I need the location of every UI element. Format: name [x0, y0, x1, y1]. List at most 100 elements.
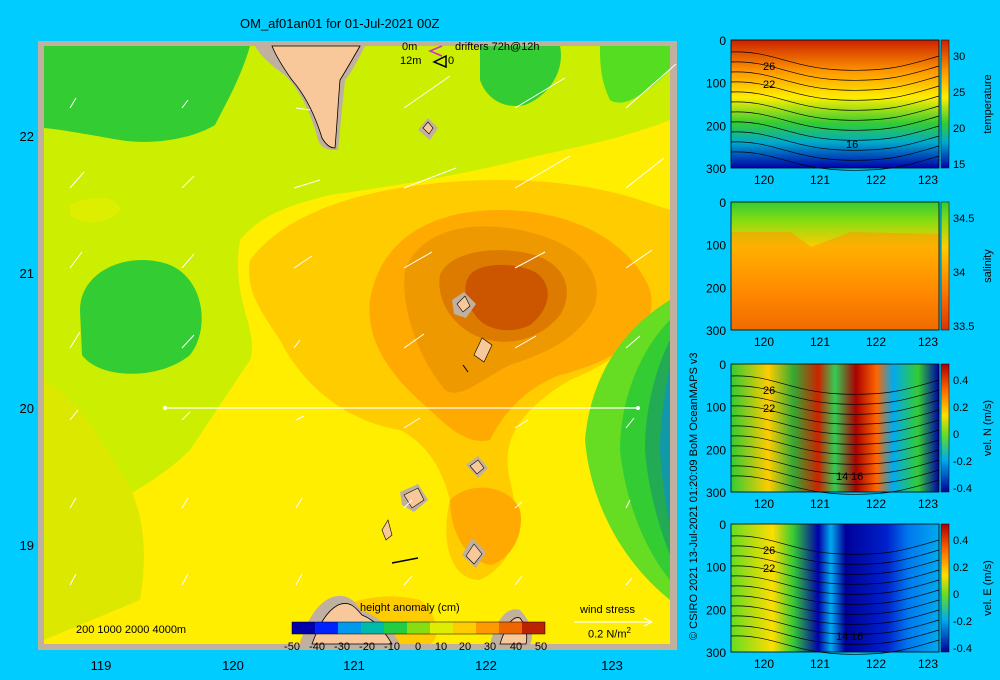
- svg-text:-20: -20: [359, 641, 375, 653]
- depth-tick: 100: [706, 77, 726, 91]
- colorbar-tick: 33.5: [953, 321, 974, 333]
- depth-tick: 200: [706, 603, 726, 617]
- lon-tick: 122: [866, 173, 886, 187]
- height-anomaly-colorbar: [291, 621, 546, 635]
- colorbar-title: height anomaly (cm): [360, 602, 460, 614]
- contour-label: 22: [763, 563, 775, 575]
- contour-label: 26: [763, 545, 775, 557]
- contour-label: 14: [836, 471, 848, 483]
- map-title: OM_af01an01 for 01-Jul-2021 00Z: [240, 16, 440, 31]
- wind-scale-label: 0.2 N/m2: [588, 626, 631, 641]
- latitude-ticks: 22 21 20 19: [20, 129, 34, 553]
- section-panels: 26 22 16 30 25 20 15 temperature 0 100 200 300 120 12…: [706, 34, 994, 671]
- drifter-legend-marker: 0: [448, 55, 455, 67]
- lon-tick: 121: [810, 335, 830, 349]
- svg-text:20: 20: [459, 641, 471, 653]
- lon-tick-123: 123: [601, 658, 623, 673]
- lat-tick-22: 22: [20, 129, 34, 144]
- credit-text: © CSIRO 2021 13-Jul-2021 01:20:09 BoM Oc…: [688, 352, 700, 640]
- svg-text:40: 40: [510, 641, 522, 653]
- lon-tick-120: 120: [222, 658, 244, 673]
- depth-tick: 200: [706, 119, 726, 133]
- lon-tick: 122: [866, 657, 886, 671]
- lon-tick: 123: [918, 657, 938, 671]
- lon-tick-122: 122: [475, 658, 497, 673]
- panel-colorbar: [940, 363, 950, 493]
- lon-tick: 120: [754, 173, 774, 187]
- drifter-subsurface-icon: [432, 54, 447, 69]
- depth-tick: 0: [719, 196, 726, 210]
- svg-text:50: 50: [535, 641, 547, 653]
- lat-tick-20: 20: [20, 401, 34, 416]
- colorbar-tick: 0: [953, 429, 959, 441]
- depth-tick: 0: [719, 358, 726, 372]
- contour-label: 22: [763, 403, 775, 415]
- colorbar-tick: 0.4: [953, 375, 968, 387]
- section-panel-temperature: 26 22 16 30 25 20 15 temperature 0 100 200 300 120 12…: [706, 34, 994, 187]
- colorbar-tick: 30: [953, 51, 965, 63]
- contour-label: 14: [836, 631, 848, 643]
- colorbar-tick: 34: [953, 267, 965, 279]
- lon-tick: 123: [918, 497, 938, 511]
- depth-tick: 0: [719, 34, 726, 48]
- lon-tick: 120: [754, 497, 774, 511]
- contour-label: 16: [846, 139, 858, 151]
- svg-text:-30: -30: [334, 641, 350, 653]
- section-panel-vel-e: 26 22 14 16 0.4 0.2 0 -0.2 -0.4 vel. E (m/s) 0 100 2…: [706, 518, 994, 671]
- contour-label: 26: [763, 385, 775, 397]
- depth-tick: 300: [706, 646, 726, 660]
- svg-text:-40: -40: [309, 641, 325, 653]
- panel-quantity-label: vel. N (m/s): [982, 400, 994, 456]
- depth-tick: 300: [706, 162, 726, 176]
- depth-tick: 100: [706, 401, 726, 415]
- section-panel-vel-n: 26 22 14 16 0.4 0.2 0 -0.2 -0.4 vel. N (m/s) 0 100 2…: [706, 358, 994, 511]
- colorbar-tick: 25: [953, 87, 965, 99]
- colorbar-tick: -0.2: [953, 456, 972, 468]
- longitude-ticks: 119 120 121 122 123: [91, 658, 623, 673]
- panel-colorbar: [940, 523, 950, 653]
- colorbar-tick: 0.2: [953, 562, 968, 574]
- lon-tick: 121: [810, 657, 830, 671]
- panel-quantity-label: temperature: [982, 74, 994, 133]
- bathymetry-legend: 200 1000 2000 4000m: [76, 624, 187, 636]
- depth-tick: 200: [706, 443, 726, 457]
- lon-tick-121: 121: [343, 658, 365, 673]
- panel-colorbar: [940, 201, 950, 331]
- section-panel-salinity: 34.5 34 33.5 salinity 0 100 200 300 120 121 122 123: [706, 196, 994, 349]
- lon-tick: 122: [866, 497, 886, 511]
- contour-label: 22: [763, 79, 775, 91]
- depth-tick: 0: [719, 518, 726, 532]
- lon-tick: 121: [810, 173, 830, 187]
- svg-text:-10: -10: [384, 641, 400, 653]
- colorbar-tick: 15: [953, 159, 965, 171]
- lon-tick: 123: [918, 173, 938, 187]
- depth-tick: 300: [706, 324, 726, 338]
- depth-tick: 200: [706, 281, 726, 295]
- panel-colorbar: [940, 39, 950, 169]
- wind-stress-arrows: [69, 63, 677, 586]
- svg-text:30: 30: [484, 641, 496, 653]
- colorbar-tick: 20: [953, 123, 965, 135]
- svg-text:-50: -50: [284, 641, 300, 653]
- colorbar-tick: -0.2: [953, 616, 972, 628]
- drifter-surface-icon: [428, 45, 443, 57]
- depth-tick: 100: [706, 239, 726, 253]
- svg-text:0: 0: [415, 641, 421, 653]
- depth-tick: 300: [706, 486, 726, 500]
- colorbar-tick: 0: [953, 589, 959, 601]
- colorbar-tick: 0.4: [953, 535, 968, 547]
- lon-tick: 121: [810, 497, 830, 511]
- colorbar-tick: 0.2: [953, 402, 968, 414]
- drifter-legend-label: drifters 72h@12h: [455, 41, 540, 53]
- lon-tick: 120: [754, 657, 774, 671]
- lon-tick: 122: [866, 335, 886, 349]
- colorbar-tick: 34.5: [953, 213, 974, 225]
- lat-tick-19: 19: [20, 538, 34, 553]
- lon-tick: 120: [754, 335, 774, 349]
- colorbar-ticks: -50 -40 -30 -20 -10 0 10 20 30 40 50: [284, 641, 547, 653]
- lon-tick-119: 119: [91, 658, 112, 673]
- lat-tick-21: 21: [20, 266, 34, 281]
- panel-quantity-label: vel. E (m/s): [982, 560, 994, 616]
- drifter-depth-subsurface: 12m: [400, 55, 422, 67]
- contour-label: 16: [851, 631, 863, 643]
